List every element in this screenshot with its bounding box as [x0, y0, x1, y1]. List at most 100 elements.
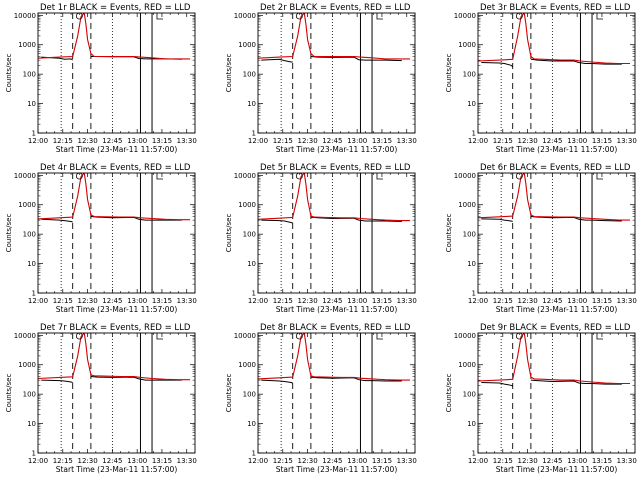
x-tick-label: 12:15 [493, 297, 513, 305]
y-tick-label: 10000 [454, 332, 476, 340]
x-tick-label: 12:15 [53, 297, 73, 305]
x-tick-label: 12:30 [297, 457, 317, 465]
x-tick-label: 13:30 [177, 297, 197, 305]
events-series-line [90, 216, 182, 221]
y-axis-label: Counts/sec [5, 374, 13, 413]
chart-panel-3: Det 3r BLACK = Events, RED = LLD Counts/s… [445, 3, 637, 154]
y-tick-label: 1 [252, 450, 256, 458]
x-tick-label: 13:00 [127, 137, 147, 145]
y-tick-label: 10000 [14, 332, 36, 340]
plot-frame [477, 12, 636, 134]
y-tick-label: 100 [463, 71, 476, 79]
y-tick-label: 10 [467, 260, 476, 268]
flag-marker-icon [376, 333, 383, 340]
y-axis-label: Counts/sec [445, 214, 453, 253]
lld-series-line [258, 333, 410, 381]
y-tick-label: 1 [32, 290, 36, 298]
plot-frame [257, 12, 416, 134]
y-axis-label: Counts/sec [445, 374, 453, 413]
y-tick-label: 10000 [14, 12, 36, 20]
plot-frame [477, 172, 636, 294]
x-tick-label: 13:30 [617, 137, 637, 145]
x-tick-label: 12:00 [248, 297, 268, 305]
circle-marker-icon [295, 333, 303, 340]
events-series-line [310, 56, 402, 62]
y-axis-label: Counts/sec [225, 54, 233, 93]
events-series-line [310, 376, 402, 382]
y-tick-label: 10000 [234, 172, 256, 180]
x-axis-label: Start Time (23-Mar-11 11:57:00) [496, 145, 618, 154]
x-tick-label: 13:15 [152, 457, 172, 465]
plot-area [478, 173, 630, 293]
plot-area [38, 333, 190, 453]
y-tick-label: 10000 [234, 12, 256, 20]
y-tick-label: 1000 [458, 41, 476, 49]
y-tick-label: 100 [463, 231, 476, 239]
plot-area [258, 173, 410, 293]
circle-marker-icon [295, 173, 303, 180]
x-tick-label: 12:15 [273, 457, 293, 465]
plot-frame [37, 172, 196, 294]
x-tick-label: 12:15 [53, 137, 73, 145]
circle-marker-icon [515, 13, 523, 20]
x-tick-label: 12:15 [493, 137, 513, 145]
chart-panel-6: Det 6r BLACK = Events, RED = LLD Counts/s… [445, 163, 637, 314]
y-tick-label: 1 [472, 450, 476, 458]
chart-title: Det 8r BLACK = Events, RED = LLD [260, 323, 411, 333]
x-tick-label: 12:00 [248, 137, 268, 145]
flag-marker-icon [156, 333, 163, 340]
x-tick-label: 13:00 [567, 297, 587, 305]
y-tick-label: 100 [243, 71, 256, 79]
x-tick-label: 13:15 [152, 137, 172, 145]
x-tick-label: 12:45 [322, 137, 342, 145]
x-tick-label: 13:15 [592, 457, 612, 465]
plot-frame [37, 12, 196, 134]
chart-panel-7: Det 7r BLACK = Events, RED = LLD Counts/s… [5, 323, 197, 474]
y-tick-label: 1 [252, 290, 256, 298]
x-tick-label: 12:15 [53, 457, 73, 465]
x-tick-label: 13:00 [347, 137, 367, 145]
chart-panel-2: Det 2r BLACK = Events, RED = LLD Counts/s… [225, 3, 417, 154]
plot-frame [257, 332, 416, 454]
chart-panel-5: Det 5r BLACK = Events, RED = LLD Counts/s… [225, 163, 417, 314]
x-tick-label: 12:15 [493, 457, 513, 465]
chart-title: Det 1r BLACK = Events, RED = LLD [40, 3, 191, 13]
y-tick-label: 10 [27, 420, 36, 428]
x-tick-label: 12:45 [542, 297, 562, 305]
x-tick-label: 13:15 [372, 297, 392, 305]
x-axis-label: Start Time (23-Mar-11 11:57:00) [56, 145, 178, 154]
x-tick-label: 13:30 [177, 137, 197, 145]
chart-title: Det 4r BLACK = Events, RED = LLD [40, 163, 191, 173]
x-tick-label: 12:45 [102, 297, 122, 305]
flag-marker-icon [376, 173, 383, 180]
chart-title: Det 3r BLACK = Events, RED = LLD [480, 3, 631, 13]
x-axis-label: Start Time (23-Mar-11 11:57:00) [496, 305, 618, 314]
x-tick-label: 12:45 [102, 457, 122, 465]
events-series-line [481, 218, 513, 222]
y-tick-label: 10 [27, 260, 36, 268]
x-tick-label: 13:00 [127, 297, 147, 305]
x-tick-label: 12:30 [297, 137, 317, 145]
x-tick-label: 12:00 [468, 297, 488, 305]
y-axis-label: Counts/sec [5, 214, 13, 253]
chart-title: Det 9r BLACK = Events, RED = LLD [480, 323, 631, 333]
y-tick-label: 10000 [454, 12, 476, 20]
x-tick-label: 13:30 [617, 297, 637, 305]
circle-marker-icon [515, 173, 523, 180]
x-tick-label: 13:30 [397, 137, 417, 145]
x-axis-label: Start Time (23-Mar-11 11:57:00) [276, 305, 398, 314]
plot-area [258, 333, 410, 453]
y-tick-label: 10 [247, 100, 256, 108]
plot-area [38, 13, 190, 133]
circle-marker-icon [75, 333, 83, 340]
plot-frame [257, 172, 416, 294]
y-tick-label: 1 [472, 130, 476, 138]
lld-series-line [258, 13, 410, 60]
x-tick-label: 12:00 [28, 297, 48, 305]
events-series-line [310, 216, 402, 222]
x-tick-label: 13:15 [592, 137, 612, 145]
x-tick-label: 12:45 [102, 137, 122, 145]
events-series-line [481, 62, 514, 68]
y-axis-label: Counts/sec [5, 54, 13, 93]
